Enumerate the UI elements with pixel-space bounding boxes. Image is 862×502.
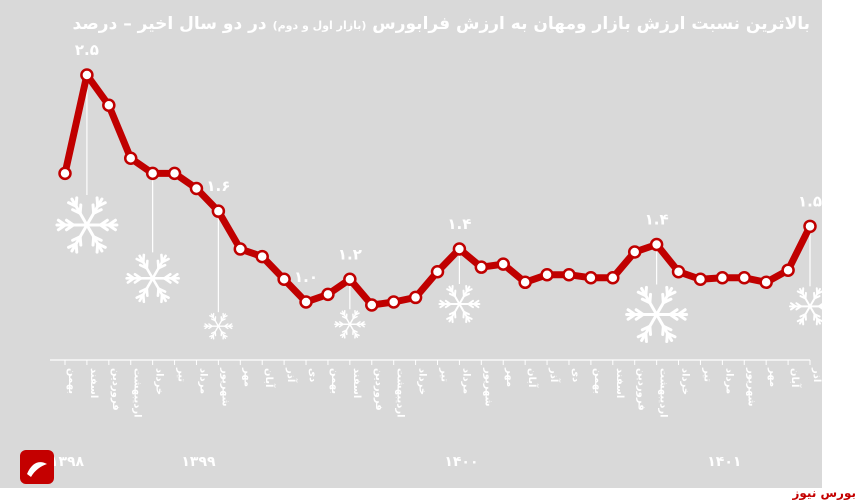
data-point: [145, 166, 160, 181]
data-point: [299, 295, 313, 309]
x-tick-label: تیر: [176, 367, 187, 382]
data-point: [123, 151, 138, 165]
x-tick-label: خرداد: [154, 368, 165, 395]
x-tick-label: تیر: [701, 367, 712, 382]
x-tick-label: بهمن: [592, 368, 603, 394]
x-tick-label: فروردین: [636, 368, 647, 411]
data-point: [606, 271, 620, 285]
data-point: [102, 98, 116, 113]
data-label: ۱.۴: [645, 210, 669, 228]
year-label: ۱۳۹۸: [50, 454, 85, 470]
year-label: ۱۴۰۱: [707, 454, 741, 470]
x-tick-label: آذر: [548, 367, 561, 383]
data-point: [277, 272, 291, 287]
x-tick-label: اردیبهشت: [395, 368, 406, 418]
x-tick-label: اردیبهشت: [658, 368, 669, 418]
snowflake-icon: [334, 309, 366, 339]
data-point: [759, 275, 773, 290]
data-point: [474, 260, 489, 274]
data-point: [781, 263, 795, 277]
x-tick-label: اسفند: [614, 368, 625, 398]
data-point: [233, 242, 248, 256]
data-point: [737, 271, 752, 285]
data-point: [189, 181, 204, 196]
brand-logo: [20, 450, 54, 484]
x-tick-label: شهریور: [745, 367, 756, 407]
data-label: ۱.۵: [798, 192, 822, 210]
data-point: [430, 264, 445, 279]
x-tick-label: مهر: [767, 367, 778, 387]
title-note: (بازار اول و دوم): [272, 19, 367, 32]
x-tick-label: اسفند: [351, 368, 362, 398]
data-label: ۱.۰: [294, 268, 318, 286]
data-point: [80, 68, 94, 82]
data-point: [211, 204, 226, 218]
x-tick-label: خرداد: [680, 368, 691, 395]
x-tick-label: شهریور: [482, 367, 493, 407]
x-tick-label: مرداد: [460, 368, 471, 394]
data-point: [562, 267, 576, 282]
title-suffix: در دو سال اخیر – درصد: [72, 14, 267, 34]
x-tick-label: بهمن: [329, 368, 340, 394]
x-tick-label: فروردین: [373, 368, 384, 411]
data-point: [540, 267, 554, 282]
data-point: [321, 287, 335, 302]
data-label: ۱.۶: [206, 177, 230, 195]
x-tick-label: مهر: [504, 367, 515, 387]
year-label: ۱۴۰۰: [444, 454, 478, 470]
x-tick-label: شهریور: [219, 367, 230, 407]
data-point: [386, 295, 401, 309]
source-label: بورس نیوز: [792, 486, 856, 500]
title-main: بالاترین نسبت ارزش بازار ومهان به ارزش ف…: [372, 14, 810, 34]
x-tick-label: آبان: [263, 368, 276, 388]
data-point: [343, 272, 357, 287]
data-point: [627, 245, 642, 259]
data-point: [584, 271, 598, 285]
snowflake-icon: [125, 253, 180, 304]
data-point: [58, 166, 72, 181]
x-tick-label: آبان: [789, 368, 802, 388]
snowflake-icon: [625, 285, 689, 344]
data-point: [452, 242, 467, 256]
year-label: ۱۳۹۹: [181, 454, 216, 470]
x-tick-label: تیر: [439, 367, 450, 382]
chart-title: بالاترین نسبت ارزش بازار ومهان به ارزش ف…: [73, 14, 810, 34]
data-label: ۱.۴: [447, 215, 471, 233]
data-point: [518, 275, 532, 290]
data-point: [408, 290, 423, 305]
data-point: [693, 272, 708, 287]
data-point: [671, 264, 686, 279]
x-tick-label: دی: [570, 368, 581, 382]
data-point: [255, 249, 269, 264]
snowflake-icon: [438, 284, 481, 324]
data-point: [715, 271, 730, 285]
data-point: [803, 219, 817, 234]
x-tick-label: اردیبهشت: [132, 368, 143, 418]
x-tick-label: آبان: [526, 368, 539, 388]
x-tick-label: آذر: [811, 367, 822, 383]
snowflake-icon: [203, 312, 234, 340]
x-tick-label: اسفند: [88, 368, 99, 398]
data-point: [496, 257, 510, 271]
data-point: [649, 237, 664, 252]
x-tick-label: آذر: [285, 367, 298, 383]
chart-card: [0, 0, 822, 488]
data-point: [365, 298, 379, 312]
x-tick-label: مرداد: [723, 368, 734, 394]
x-tick-label: فروردین: [110, 368, 121, 411]
x-tick-label: بهمن: [66, 368, 77, 394]
data-point: [167, 166, 182, 181]
data-label: ۲.۵: [75, 41, 99, 59]
x-tick-label: خرداد: [417, 368, 428, 395]
snowflake-icon: [789, 287, 822, 326]
x-tick-label: مرداد: [197, 368, 208, 394]
x-tick-label: دی: [307, 368, 318, 382]
x-tick-label: مهر: [241, 367, 252, 387]
line-chart: ۲.۵ ۱.۶ ۱.۰ ۱.۲ ۱.۴ ۱.۴ ۱.۵ بهمن اسفند فروردین ار…: [50, 41, 822, 470]
data-label: ۱.۲: [338, 245, 362, 263]
snowflake-icon: [55, 196, 119, 254]
